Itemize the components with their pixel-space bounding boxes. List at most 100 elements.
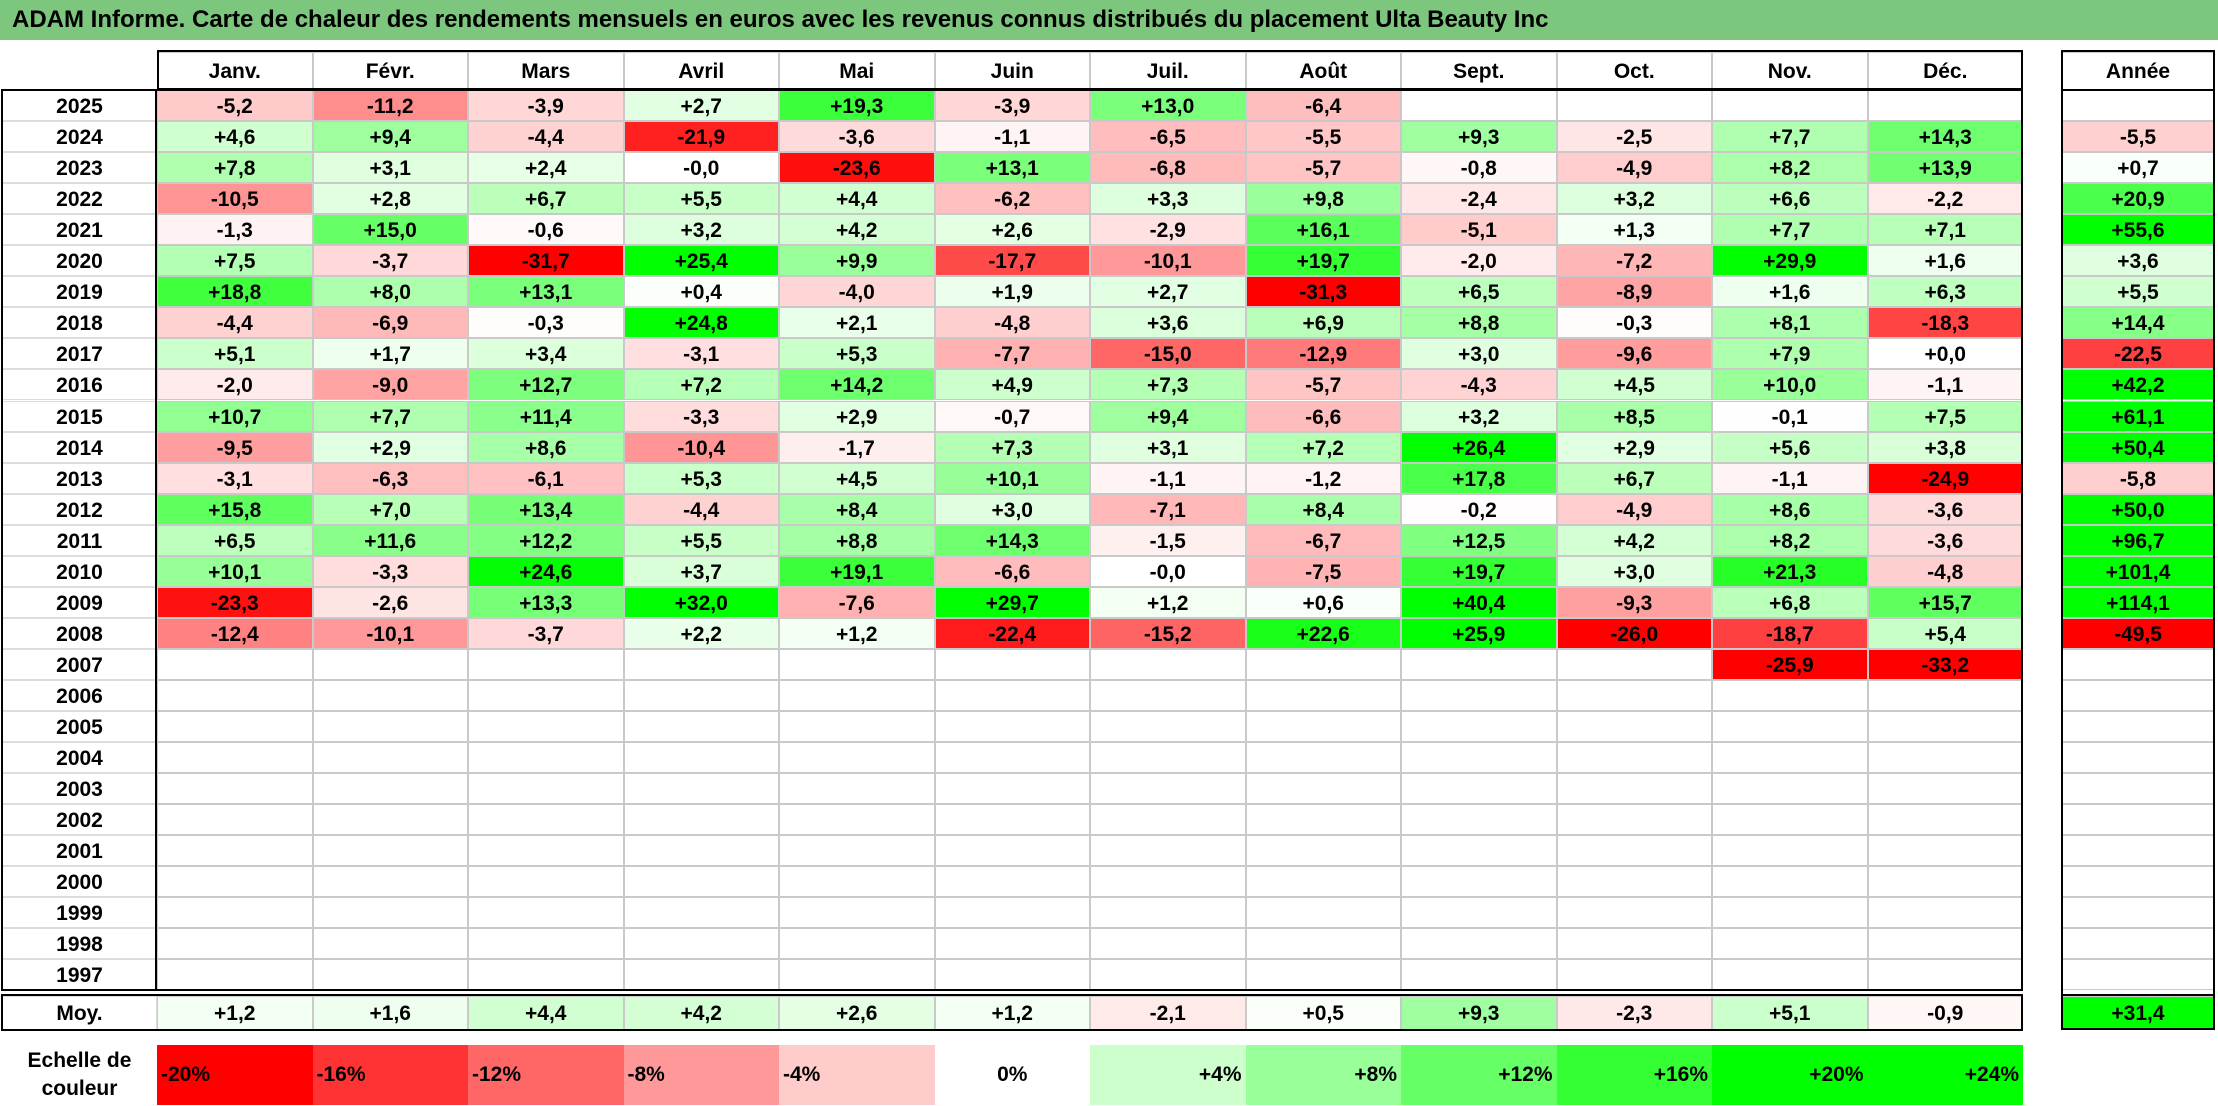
heatmap-cell: -4,9 bbox=[1556, 493, 1712, 525]
heatmap-cell bbox=[1867, 928, 2023, 960]
heatmap-cell: -23,3 bbox=[157, 586, 313, 618]
heatmap-cell: -11,2 bbox=[312, 90, 468, 122]
heatmap-cell bbox=[1090, 835, 1246, 867]
heatmap-cell bbox=[1245, 679, 1401, 711]
heatmap-cell: +8,8 bbox=[1401, 307, 1557, 339]
heatmap-cell bbox=[157, 959, 313, 991]
heatmap-cell: +9,4 bbox=[312, 121, 468, 153]
year-label: 2003 bbox=[2, 773, 157, 805]
year-label: 2005 bbox=[2, 711, 157, 743]
average-cell: +1,2 bbox=[934, 996, 1090, 1030]
year-label: 1998 bbox=[2, 928, 157, 960]
heatmap-cell bbox=[934, 835, 1090, 867]
heatmap-cell: -24,9 bbox=[1867, 462, 2023, 494]
heatmap-cell: +0,6 bbox=[1245, 586, 1401, 618]
column-header: Avril bbox=[623, 52, 779, 90]
heatmap-cell: -4,8 bbox=[934, 307, 1090, 339]
year-label: 2010 bbox=[2, 555, 157, 587]
heatmap-cell: +8,8 bbox=[779, 524, 935, 556]
annual-cell: +50,4 bbox=[2061, 431, 2215, 463]
heatmap-cell bbox=[623, 928, 779, 960]
heatmap-cell: +6,7 bbox=[468, 183, 624, 215]
heatmap-cell: +15,7 bbox=[1867, 586, 2023, 618]
heatmap-cell: +6,3 bbox=[1867, 276, 2023, 308]
heatmap-cell: +12,5 bbox=[1401, 524, 1557, 556]
year-label: 2013 bbox=[2, 462, 157, 494]
heatmap-cell: +10,1 bbox=[934, 462, 1090, 494]
heatmap-cell: +3,1 bbox=[312, 152, 468, 184]
heatmap-cell: +8,4 bbox=[779, 493, 935, 525]
heatmap-cell: +2,1 bbox=[779, 307, 935, 339]
heatmap-cell: -7,7 bbox=[934, 338, 1090, 370]
heatmap-cell: +29,9 bbox=[1712, 245, 1868, 277]
heatmap-cell: +1,6 bbox=[1867, 245, 2023, 277]
heatmap-cell: +7,7 bbox=[1712, 121, 1868, 153]
heatmap-cell bbox=[1712, 90, 1868, 122]
heatmap-cell: +7,1 bbox=[1867, 214, 2023, 246]
average-cell: +5,1 bbox=[1712, 996, 1868, 1030]
scale-swatch: +4% bbox=[1090, 1045, 1246, 1105]
heatmap-cell: +13,4 bbox=[468, 493, 624, 525]
heatmap-cell bbox=[1867, 742, 2023, 774]
heatmap-cell: +19,7 bbox=[1401, 555, 1557, 587]
annual-cell bbox=[2061, 648, 2215, 680]
heatmap-cell bbox=[1712, 711, 1868, 743]
heatmap-cell: -1,1 bbox=[1867, 369, 2023, 401]
heatmap-cell: -21,9 bbox=[623, 121, 779, 153]
average-cell: +4,4 bbox=[468, 996, 624, 1030]
heatmap-cell: +8,1 bbox=[1712, 307, 1868, 339]
heatmap-cell bbox=[1245, 897, 1401, 929]
heatmap-cell: +1,3 bbox=[1556, 214, 1712, 246]
heatmap-cell: -0,0 bbox=[1090, 555, 1246, 587]
heatmap-cell bbox=[468, 804, 624, 836]
column-header: Déc. bbox=[1867, 52, 2023, 90]
heatmap-cell: +3,2 bbox=[1401, 400, 1557, 432]
heatmap-cell bbox=[1556, 959, 1712, 991]
heatmap-cell: +14,3 bbox=[1867, 121, 2023, 153]
heatmap-cell bbox=[1090, 866, 1246, 898]
scale-swatch: -16% bbox=[312, 1045, 468, 1105]
heatmap-cell: +10,0 bbox=[1712, 369, 1868, 401]
heatmap-cell: -0,3 bbox=[468, 307, 624, 339]
heatmap-cell bbox=[934, 804, 1090, 836]
heatmap-cell: -1,1 bbox=[1712, 462, 1868, 494]
heatmap-cell: -9,0 bbox=[312, 369, 468, 401]
heatmap-cell: +4,2 bbox=[779, 214, 935, 246]
annual-cell: +42,2 bbox=[2061, 369, 2215, 401]
annual-cell: +61,1 bbox=[2061, 400, 2215, 432]
annual-cell: +96,7 bbox=[2061, 524, 2215, 556]
heatmap-cell bbox=[623, 959, 779, 991]
heatmap-cell bbox=[1245, 959, 1401, 991]
heatmap-cell: +3,2 bbox=[623, 214, 779, 246]
heatmap-cell: +22,6 bbox=[1245, 617, 1401, 649]
heatmap-cell bbox=[157, 835, 313, 867]
heatmap-cell bbox=[623, 866, 779, 898]
average-cell: -2,3 bbox=[1556, 996, 1712, 1030]
heatmap-cell: +5,5 bbox=[623, 183, 779, 215]
heatmap-cell bbox=[312, 773, 468, 805]
heatmap-cell: +2,9 bbox=[1556, 431, 1712, 463]
heatmap-cell bbox=[1712, 835, 1868, 867]
heatmap-cell: +3,0 bbox=[1401, 338, 1557, 370]
heatmap-cell bbox=[157, 866, 313, 898]
heatmap-cell bbox=[157, 648, 313, 680]
heatmap-cell bbox=[1556, 742, 1712, 774]
heatmap-cell: +12,7 bbox=[468, 369, 624, 401]
column-header: Juil. bbox=[1090, 52, 1246, 90]
heatmap-cell bbox=[312, 804, 468, 836]
heatmap-cell bbox=[468, 897, 624, 929]
heatmap-cell: +2,8 bbox=[312, 183, 468, 215]
column-header-year: Année bbox=[2061, 52, 2215, 90]
heatmap-cell: -17,7 bbox=[934, 245, 1090, 277]
heatmap-cell: -31,3 bbox=[1245, 276, 1401, 308]
heatmap-cell: +6,8 bbox=[1712, 586, 1868, 618]
heatmap-cell bbox=[1245, 804, 1401, 836]
heatmap-cell: +2,9 bbox=[779, 400, 935, 432]
heatmap-cell: +9,9 bbox=[779, 245, 935, 277]
heatmap-cell: +3,8 bbox=[1867, 431, 2023, 463]
heatmap-cell bbox=[312, 928, 468, 960]
heatmap-cell: +7,9 bbox=[1712, 338, 1868, 370]
heatmap-cell bbox=[157, 897, 313, 929]
heatmap-cell bbox=[1556, 835, 1712, 867]
heatmap-cell bbox=[1245, 742, 1401, 774]
